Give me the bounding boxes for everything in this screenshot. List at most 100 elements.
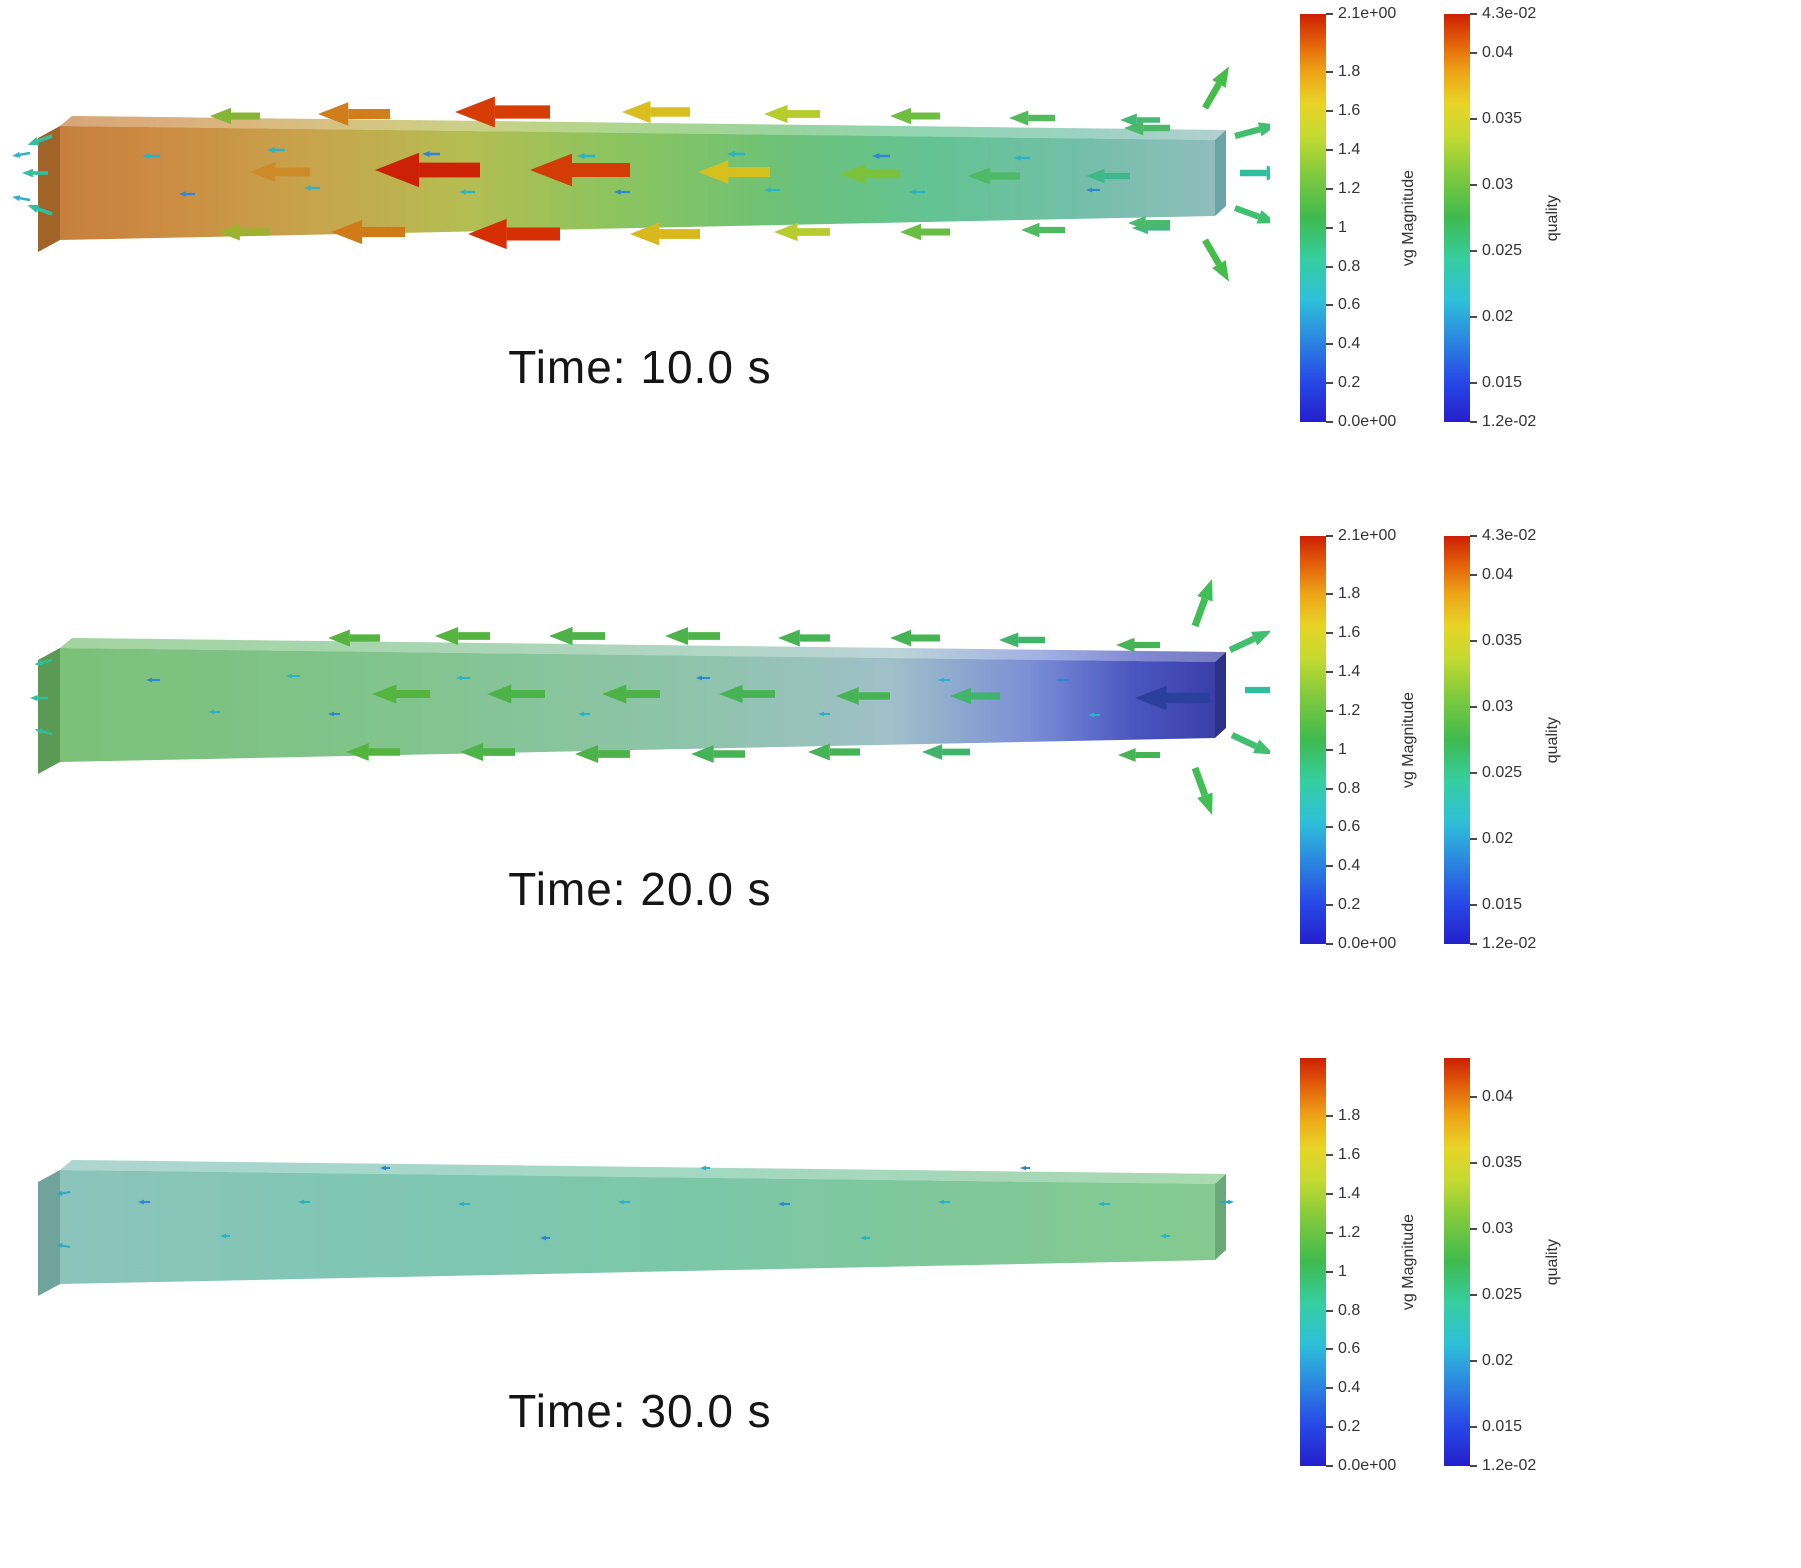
tick-label: 1.4 [1338,662,1361,680]
vector-arrow [1234,122,1270,139]
tick-mark [1326,421,1333,423]
colorbar-quality-t10: 4.3e-02 0.04 0.035 0.03 0.025 0.02 0.015 1.2e-0… [1444,5,1562,430]
tick-label: 1.2 [1338,1223,1361,1241]
vector-arrow [27,204,53,216]
colorbar-title: vg Magnitude [1400,169,1417,267]
vector-arrow [468,218,560,250]
vector-arrow [622,100,690,124]
beam-face [60,638,1226,662]
vector-arrow [665,626,720,646]
colorbar-tick: 1 [1326,741,1347,759]
colorbar-tick: 0.035 [1470,110,1522,128]
colorbar-tick: 0.025 [1470,242,1522,260]
tick-label: 0.02 [1482,1351,1514,1369]
vector-arrow [487,684,545,704]
tick-mark [1326,148,1333,151]
tick-mark [1470,1425,1477,1428]
tick-mark [1326,1348,1333,1351]
time-label-t30: Time: 30.0 s [508,1385,772,1437]
vector-arrow [459,189,475,195]
colorbar-tick: 1.8 [1326,1107,1360,1125]
beam-scene-t20 [30,579,1270,815]
vector-arrow [298,1199,310,1205]
colorbar-tick: 4.3e-02 [1470,527,1536,545]
tick-label: 0.2 [1338,374,1361,392]
vector-arrow [372,684,430,704]
vector-arrow [577,153,595,159]
colorbar-vg-magnitude-t10: 2.1e+00 1.8 1.6 1.4 1.2 1 0.8 0.6 0.4 0.2 0.0e+00 v… [1300,5,1418,430]
tick-label: 0.03 [1482,176,1514,194]
tick-mark [1326,1426,1333,1429]
tick-label: 0.0e+00 [1338,935,1397,952]
colorbar-tick: 0.8 [1326,1302,1360,1320]
tick-label: 1.8 [1338,1107,1361,1125]
vector-arrow [578,711,590,717]
vector-arrow [1160,1233,1170,1239]
tick-mark [1326,226,1333,229]
vector-arrow [318,102,390,126]
vector-arrow [22,168,48,178]
colorbar-column-t10: 2.1e+00 1.8 1.6 1.4 1.2 1 0.8 0.6 0.4 0.2 0.0e+00 v… [1280,0,1801,522]
colorbar-title: quality [1544,1238,1561,1286]
vector-arrow [774,222,830,242]
vector-arrow [27,134,53,146]
colorbar-tick: 0.02 [1470,1352,1513,1370]
tick-label: 1.2e-02 [1482,935,1537,952]
colorbar-tick: 0.03 [1470,176,1513,194]
colorbar-vg-magnitude-t20: 2.1e+00 1.8 1.6 1.4 1.2 1 0.8 0.6 0.4 0.2 0.0e+00 v… [1300,527,1418,952]
colorbar-tick: 0.6 [1326,296,1360,314]
tick-mark [1326,1115,1333,1118]
vector-arrow [909,189,925,195]
tick-mark [1326,1192,1333,1195]
vector-arrow [618,1199,630,1205]
colorbar-tick: 0.6 [1326,818,1360,836]
vector-arrow [602,684,660,704]
vector-arrow [1128,216,1170,230]
tick-mark [1470,903,1477,906]
beam-face [60,648,1215,762]
tick-mark [1326,187,1333,190]
colorbar-tick: 1.8 [1326,585,1360,603]
tick-mark [1470,315,1477,318]
colorbar-tick: 4.3e-02 [1470,5,1536,23]
colorbar-tick: 0.015 [1470,1418,1522,1436]
vector-arrow [938,1199,950,1205]
tick-label: 0.6 [1338,296,1361,314]
beam-scene-t10 [12,66,1270,282]
vector-arrow [460,742,515,762]
colorbar-gradient [1300,14,1326,422]
vector-arrow [56,1243,71,1248]
tick-label: 1.6 [1338,1146,1361,1164]
vector-arrow [950,687,1000,705]
colorbar-tick: 0.4 [1326,857,1360,875]
colorbar-tick: 0.015 [1470,896,1522,914]
tick-mark [1470,421,1477,423]
colorbar-quality-t20: 4.3e-02 0.04 0.035 0.03 0.025 0.02 0.015 1.2e-0… [1444,527,1562,952]
tick-mark [1326,670,1333,673]
vector-arrow [1056,677,1070,683]
tick-label: 0.04 [1482,566,1514,584]
tick-mark [1470,771,1477,774]
vector-arrow [56,1191,71,1196]
vector-arrow [304,185,320,191]
tick-mark [1470,13,1477,15]
panel-time-30s: Time: 30.0 s 1.8 1.6 1.4 1.2 1 0.8 0.6 0.4 0.2 0.… [0,1044,1801,1566]
tick-label: 0.4 [1338,335,1361,353]
vector-arrow [380,1165,390,1171]
tick-mark [1470,1096,1477,1099]
colorbar-tick: 0.04 [1470,566,1513,584]
vector-arrow [900,223,950,241]
tick-label: 0.04 [1482,44,1514,62]
colorbar-tick: 0.6 [1326,1340,1360,1358]
vector-arrow [30,695,48,701]
tick-mark [1326,709,1333,712]
tick-label: 0.03 [1482,698,1514,716]
tick-mark [1326,826,1333,829]
tick-mark [1326,535,1333,537]
vector-arrow [1086,187,1100,193]
vector-arrow [530,153,630,187]
beam-face [60,126,1215,240]
vector-arrow [968,167,1020,185]
tick-mark [1326,632,1333,635]
